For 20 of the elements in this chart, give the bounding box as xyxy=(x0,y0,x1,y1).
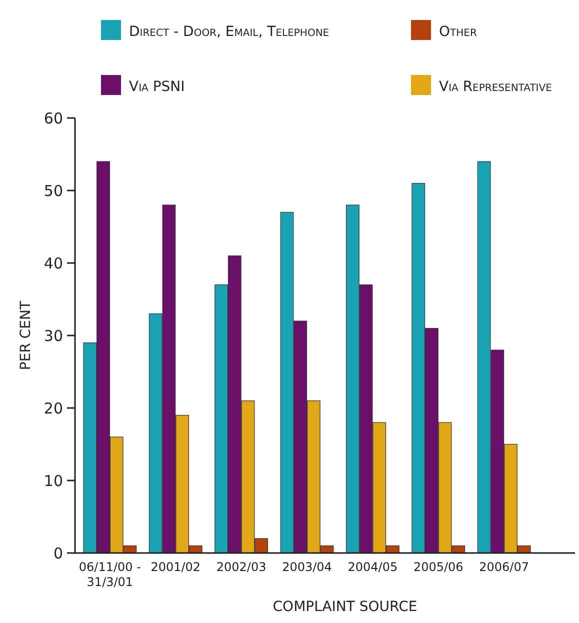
x-tick-label: 2005/06 xyxy=(413,560,464,574)
y-axis-title: PER CENT xyxy=(18,300,34,370)
y-tick-label: 10 xyxy=(44,472,63,490)
legend-label: Other xyxy=(439,24,477,40)
legend-label: Via Representative xyxy=(439,79,552,95)
x-tick-label: 2004/05 xyxy=(348,560,398,574)
y-tick-label: 20 xyxy=(44,399,63,418)
x-axis-title: COMPLAINT SOURCE xyxy=(272,599,418,615)
x-tick-label: 2001/02 xyxy=(150,560,201,574)
y-tick-label: 60 xyxy=(44,109,63,128)
x-tick-label: 06/11/00 - 31/3/01 xyxy=(78,560,141,589)
y-tick-label: 0 xyxy=(53,544,63,562)
legend-label: Via PSNI xyxy=(129,79,185,95)
x-tick-label: 2003/04 xyxy=(282,560,332,574)
legend-label: Direct - Door, Email, Telephone xyxy=(129,24,330,40)
y-tick-label: 30 xyxy=(44,326,63,345)
y-tick-label: 50 xyxy=(44,182,63,200)
y-tick-label: 40 xyxy=(44,254,63,272)
x-tick-label: 2006/07 xyxy=(479,560,529,574)
x-tick-label: 2002/03 xyxy=(216,560,266,574)
